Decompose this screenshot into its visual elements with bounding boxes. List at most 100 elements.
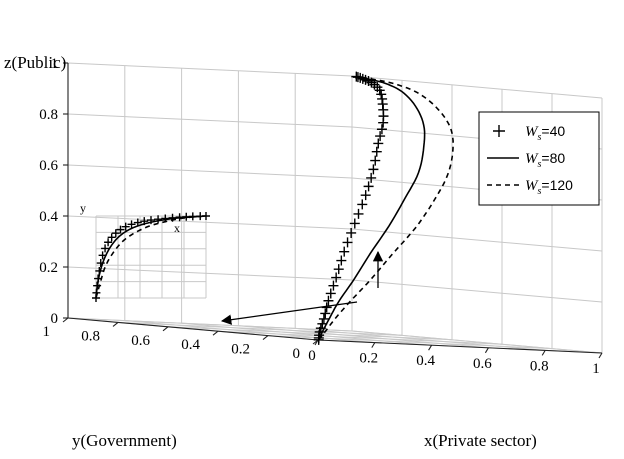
- series-40-marker: [320, 308, 331, 319]
- x-tick-mark: [371, 342, 376, 348]
- side-wall-grid-horizontal: [351, 228, 603, 252]
- series-group: [313, 71, 454, 345]
- y-tick-mark: [262, 335, 269, 341]
- x-tick-label: 1: [592, 361, 600, 377]
- back-wall-grid-horizontal: [67, 215, 353, 230]
- series-solid-line: [317, 75, 426, 341]
- inset-x-label: x: [174, 221, 180, 235]
- inset-series-40-marker: [116, 225, 125, 234]
- inset-series-40-marker: [154, 215, 163, 224]
- series-40-marker: [376, 124, 387, 135]
- series-40-marker: [363, 181, 374, 192]
- x-tick-label: 0.2: [359, 351, 378, 367]
- floor-grid-line-x: [295, 327, 546, 351]
- series-40-marker: [353, 208, 364, 219]
- y-tick-mark: [162, 326, 169, 332]
- z-tick-label: 0: [51, 311, 59, 327]
- series-40-marker: [349, 218, 360, 229]
- x-tick-label: 0: [308, 348, 316, 364]
- inset-series-solid-line: [95, 215, 207, 299]
- inset-series-40-marker: [121, 222, 130, 231]
- x-tick-mark: [428, 344, 433, 351]
- series-40-marker: [357, 199, 368, 210]
- y-tick-label: 0.8: [81, 328, 100, 344]
- legend-label: Ws=80: [525, 150, 565, 170]
- legend-label: Ws=120: [525, 177, 573, 197]
- series-40-marker: [331, 272, 342, 283]
- series-40-marker: [346, 227, 357, 238]
- series-40-marker: [333, 264, 344, 275]
- inset-series-40-marker: [107, 233, 116, 242]
- inset-series-dashed-line: [95, 215, 207, 299]
- back-wall-grid-horizontal: [67, 62, 353, 77]
- side-wall-grid-horizontal: [351, 75, 603, 99]
- y-tick-mark: [112, 321, 119, 327]
- y-tick-mark: [62, 317, 69, 323]
- axes: [62, 62, 603, 359]
- x-tick-mark: [541, 350, 546, 356]
- y-tick-mark: [212, 330, 219, 336]
- series-40-marker: [373, 138, 384, 149]
- floor-grid-line-x: [124, 320, 375, 344]
- series-40-marker: [371, 146, 382, 157]
- z-tick-label: 0.6: [39, 158, 58, 174]
- inset-y-label: y: [80, 201, 86, 215]
- direction-arrows: [220, 250, 384, 325]
- legend-label: Ws=40: [525, 123, 565, 143]
- series-40-marker: [325, 288, 336, 299]
- series-40-marker: [370, 155, 381, 166]
- z-tick-label: 0.8: [39, 107, 58, 123]
- y-tick-mark: [312, 339, 319, 345]
- x-tick-label: 0.8: [530, 358, 549, 374]
- z-axis-label: z(Public): [4, 53, 66, 72]
- z-tick-label: 1: [51, 56, 59, 72]
- y-tick-label: 0: [293, 346, 301, 362]
- z-tick-label: 0.2: [39, 260, 58, 276]
- side-wall-grid-horizontal: [351, 279, 603, 303]
- z-tick-label: 0.4: [39, 209, 58, 225]
- inset-series-40-marker: [127, 220, 136, 229]
- series-40-marker: [336, 255, 347, 266]
- y-tick-label: 0.6: [131, 333, 150, 349]
- series-dashed-line: [318, 75, 454, 341]
- x-axis-line: [317, 339, 603, 354]
- series-40-marker: [368, 164, 379, 175]
- x-tick-label: 0.6: [473, 356, 492, 372]
- x-tick-mark: [598, 352, 603, 359]
- inset-series-40-marker: [101, 244, 110, 253]
- tick-labels: 0 0.2 0.4 0.6 0.8 100.20.40.60.8100.20.40.60.…: [39, 56, 600, 377]
- legend: Ws=40 Ws=80 Ws=120: [478, 111, 600, 206]
- series-40-marker: [328, 280, 339, 291]
- x-tick-mark: [484, 347, 489, 354]
- x-tick-label: 0.4: [416, 353, 435, 369]
- inset-series-40-marker: [111, 229, 120, 238]
- legend-marker-plus: [493, 125, 505, 137]
- series-40-marker: [375, 131, 386, 142]
- series-40-marker: [339, 246, 350, 257]
- inset-series-40-marker: [104, 238, 113, 247]
- series-40-marker: [360, 190, 371, 201]
- inset-plot: xy: [80, 201, 210, 302]
- y-axis-label: y(Government): [72, 431, 177, 450]
- series-40-marker: [366, 172, 377, 183]
- series-40-marker: [323, 295, 334, 306]
- series-40-marker: [318, 313, 329, 324]
- series-40-marker: [342, 237, 353, 248]
- series-40-marker: [377, 93, 388, 104]
- floor-grid-line-y: [117, 321, 403, 336]
- floor-grid-line-x: [181, 322, 432, 346]
- back-wall-grid-horizontal: [67, 266, 353, 281]
- side-wall-grid-horizontal: [351, 330, 603, 354]
- back-wall-grid-horizontal: [67, 164, 353, 179]
- back-wall-grid-horizontal: [67, 113, 353, 128]
- y-tick-label: 0.2: [231, 342, 250, 358]
- y-tick-label: 0.4: [181, 337, 200, 353]
- y-tick-label: 1: [43, 324, 51, 340]
- axis-labels: z(Public) y(Government) x(Private sector…: [4, 53, 537, 450]
- x-axis-label: x(Private sector): [424, 431, 537, 450]
- back-wall-grid-horizontal: [67, 317, 353, 332]
- y-axis-line: [67, 317, 319, 341]
- arrow-toward-y: [220, 301, 358, 325]
